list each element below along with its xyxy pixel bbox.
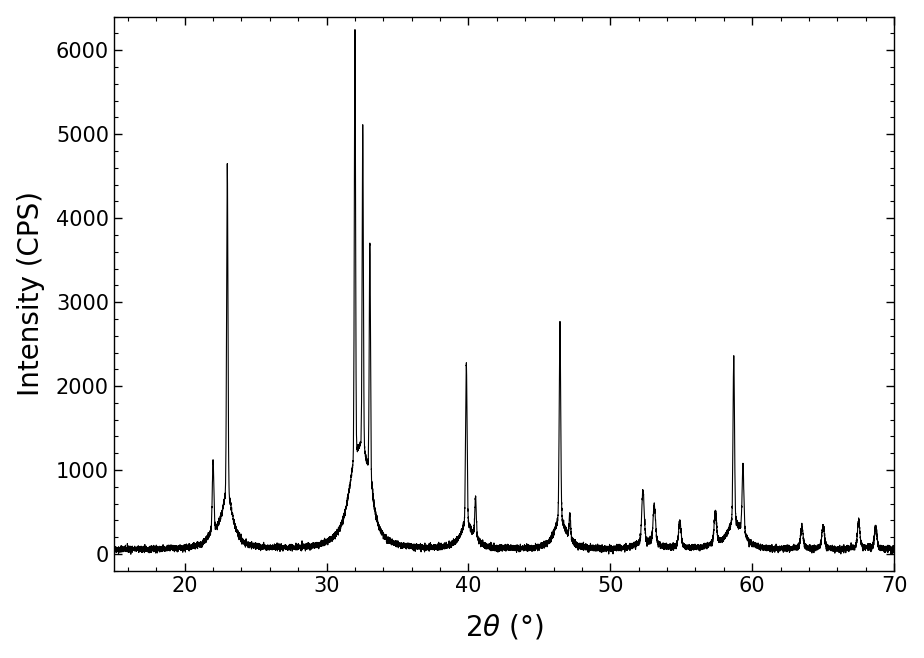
Y-axis label: Intensity (CPS): Intensity (CPS): [17, 191, 44, 396]
X-axis label: $2\theta\ (°)$: $2\theta\ (°)$: [465, 613, 543, 642]
